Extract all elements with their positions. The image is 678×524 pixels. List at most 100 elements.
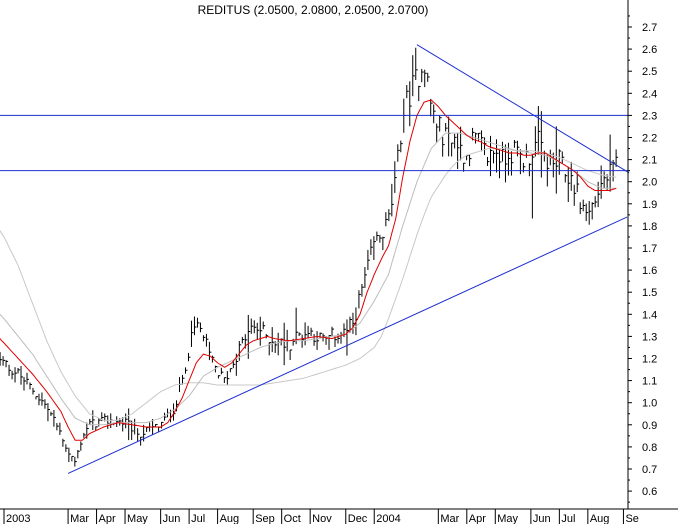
price-bar bbox=[331, 326, 335, 337]
x-tick-label: May bbox=[497, 513, 518, 524]
price-bar bbox=[504, 144, 508, 183]
price-bar bbox=[53, 410, 56, 427]
price-bar bbox=[50, 411, 53, 416]
price-bar bbox=[391, 183, 394, 217]
price-bar bbox=[226, 371, 230, 385]
price-bar bbox=[125, 413, 128, 429]
price-bar bbox=[334, 336, 338, 348]
price-bar bbox=[615, 149, 619, 167]
price-bar bbox=[95, 426, 98, 431]
price-bar bbox=[77, 449, 80, 459]
price-bar bbox=[205, 333, 209, 347]
y-tick-label: 2.2 bbox=[642, 133, 657, 145]
price-bar bbox=[376, 231, 379, 241]
price-bar bbox=[11, 370, 15, 380]
price-bar bbox=[313, 334, 317, 346]
price-bar bbox=[74, 456, 77, 467]
price-bar bbox=[298, 332, 302, 337]
y-tick-label: 1.4 bbox=[642, 309, 657, 321]
price-bar bbox=[8, 364, 12, 376]
price-bar bbox=[140, 436, 143, 446]
price-bar bbox=[295, 307, 299, 345]
price-bar bbox=[433, 104, 436, 124]
y-tick-label: 2.0 bbox=[642, 177, 657, 189]
price-bar bbox=[229, 368, 233, 373]
y-tick-label: 0.7 bbox=[642, 464, 657, 476]
price-bar bbox=[364, 266, 367, 289]
y-tick-label: 1.1 bbox=[642, 376, 657, 388]
chart-title: REDITUS (2.0500, 2.0800, 2.0500, 2.0700) bbox=[198, 3, 429, 17]
price-bar bbox=[328, 335, 332, 350]
x-tick-label: Jul bbox=[561, 513, 575, 524]
price-bar bbox=[457, 133, 460, 169]
price-bar bbox=[513, 140, 517, 148]
price-bar bbox=[567, 166, 571, 202]
price-bar bbox=[424, 69, 427, 88]
price-bar bbox=[451, 142, 454, 157]
price-bar bbox=[412, 55, 415, 97]
price-bar bbox=[478, 132, 481, 141]
x-tick-label: Mar bbox=[70, 513, 89, 524]
price-bar bbox=[430, 98, 433, 117]
price-bar bbox=[307, 325, 311, 339]
support-trend-line bbox=[67, 216, 628, 474]
price-bar bbox=[259, 316, 263, 346]
price-bar bbox=[68, 447, 71, 463]
price-bar bbox=[379, 234, 382, 243]
price-bar bbox=[184, 367, 188, 374]
price-bar bbox=[537, 105, 541, 156]
price-bar bbox=[217, 375, 221, 379]
price-bar bbox=[32, 387, 35, 395]
price-bar bbox=[253, 320, 257, 334]
price-bar bbox=[528, 163, 532, 177]
ma-mid-line bbox=[0, 132, 617, 426]
ma-long-line bbox=[0, 148, 617, 421]
price-bar bbox=[65, 444, 68, 452]
price-bar bbox=[606, 174, 610, 190]
price-bar bbox=[41, 392, 44, 406]
price-bar bbox=[277, 332, 281, 356]
price-bar bbox=[510, 151, 514, 176]
price-bar bbox=[570, 161, 574, 191]
price-bar bbox=[469, 154, 472, 167]
x-tick-label: Sep bbox=[255, 513, 275, 524]
price-bar bbox=[418, 85, 421, 102]
price-bar bbox=[199, 322, 203, 333]
price-bar bbox=[202, 335, 206, 342]
y-tick-label: 1.3 bbox=[642, 331, 657, 343]
price-bar bbox=[400, 140, 403, 153]
price-bar bbox=[385, 212, 388, 227]
moving-averages bbox=[0, 99, 617, 441]
y-tick-label: 1.2 bbox=[642, 354, 657, 366]
price-bar bbox=[211, 355, 215, 363]
price-bar bbox=[283, 322, 287, 366]
price-bar bbox=[26, 372, 29, 385]
price-bar bbox=[161, 421, 164, 429]
price-bar bbox=[59, 422, 62, 435]
trend-lines bbox=[0, 44, 630, 474]
price-bar bbox=[358, 290, 361, 309]
price-bar bbox=[256, 322, 260, 340]
price-bar bbox=[271, 327, 275, 353]
y-tick-label: 2.1 bbox=[642, 155, 657, 167]
price-bar bbox=[0, 352, 3, 366]
x-tick-label: Se bbox=[625, 513, 638, 524]
price-bar bbox=[23, 376, 27, 391]
x-tick-label: Apr bbox=[469, 513, 486, 524]
price-bar bbox=[585, 203, 589, 222]
price-bar bbox=[208, 341, 212, 361]
price-bar bbox=[29, 382, 32, 390]
price-bar bbox=[442, 136, 445, 157]
price-bar bbox=[310, 327, 314, 337]
price-bar bbox=[597, 181, 601, 208]
y-tick-label: 0.6 bbox=[642, 486, 657, 498]
price-bar bbox=[540, 111, 544, 178]
price-bar bbox=[484, 137, 487, 156]
price-bar bbox=[436, 123, 439, 143]
price-bar bbox=[304, 322, 308, 346]
price-bar bbox=[501, 141, 505, 162]
price-bar bbox=[445, 123, 448, 132]
